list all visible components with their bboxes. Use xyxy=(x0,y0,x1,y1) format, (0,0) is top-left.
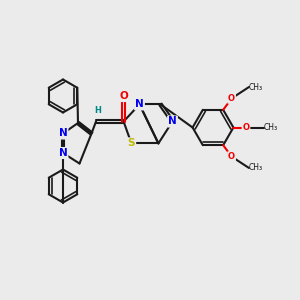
Text: N: N xyxy=(135,99,144,110)
Text: S: S xyxy=(128,138,135,148)
Text: N: N xyxy=(58,148,68,158)
Text: O: O xyxy=(228,94,235,103)
Text: N: N xyxy=(168,116,177,127)
Text: O: O xyxy=(242,123,250,132)
Text: N: N xyxy=(58,128,68,139)
Text: CH₃: CH₃ xyxy=(264,123,278,132)
Text: CH₃: CH₃ xyxy=(249,82,263,91)
Text: CH₃: CH₃ xyxy=(249,164,263,172)
Text: O: O xyxy=(119,91,128,101)
Text: O: O xyxy=(228,152,235,161)
Text: H: H xyxy=(94,106,101,115)
